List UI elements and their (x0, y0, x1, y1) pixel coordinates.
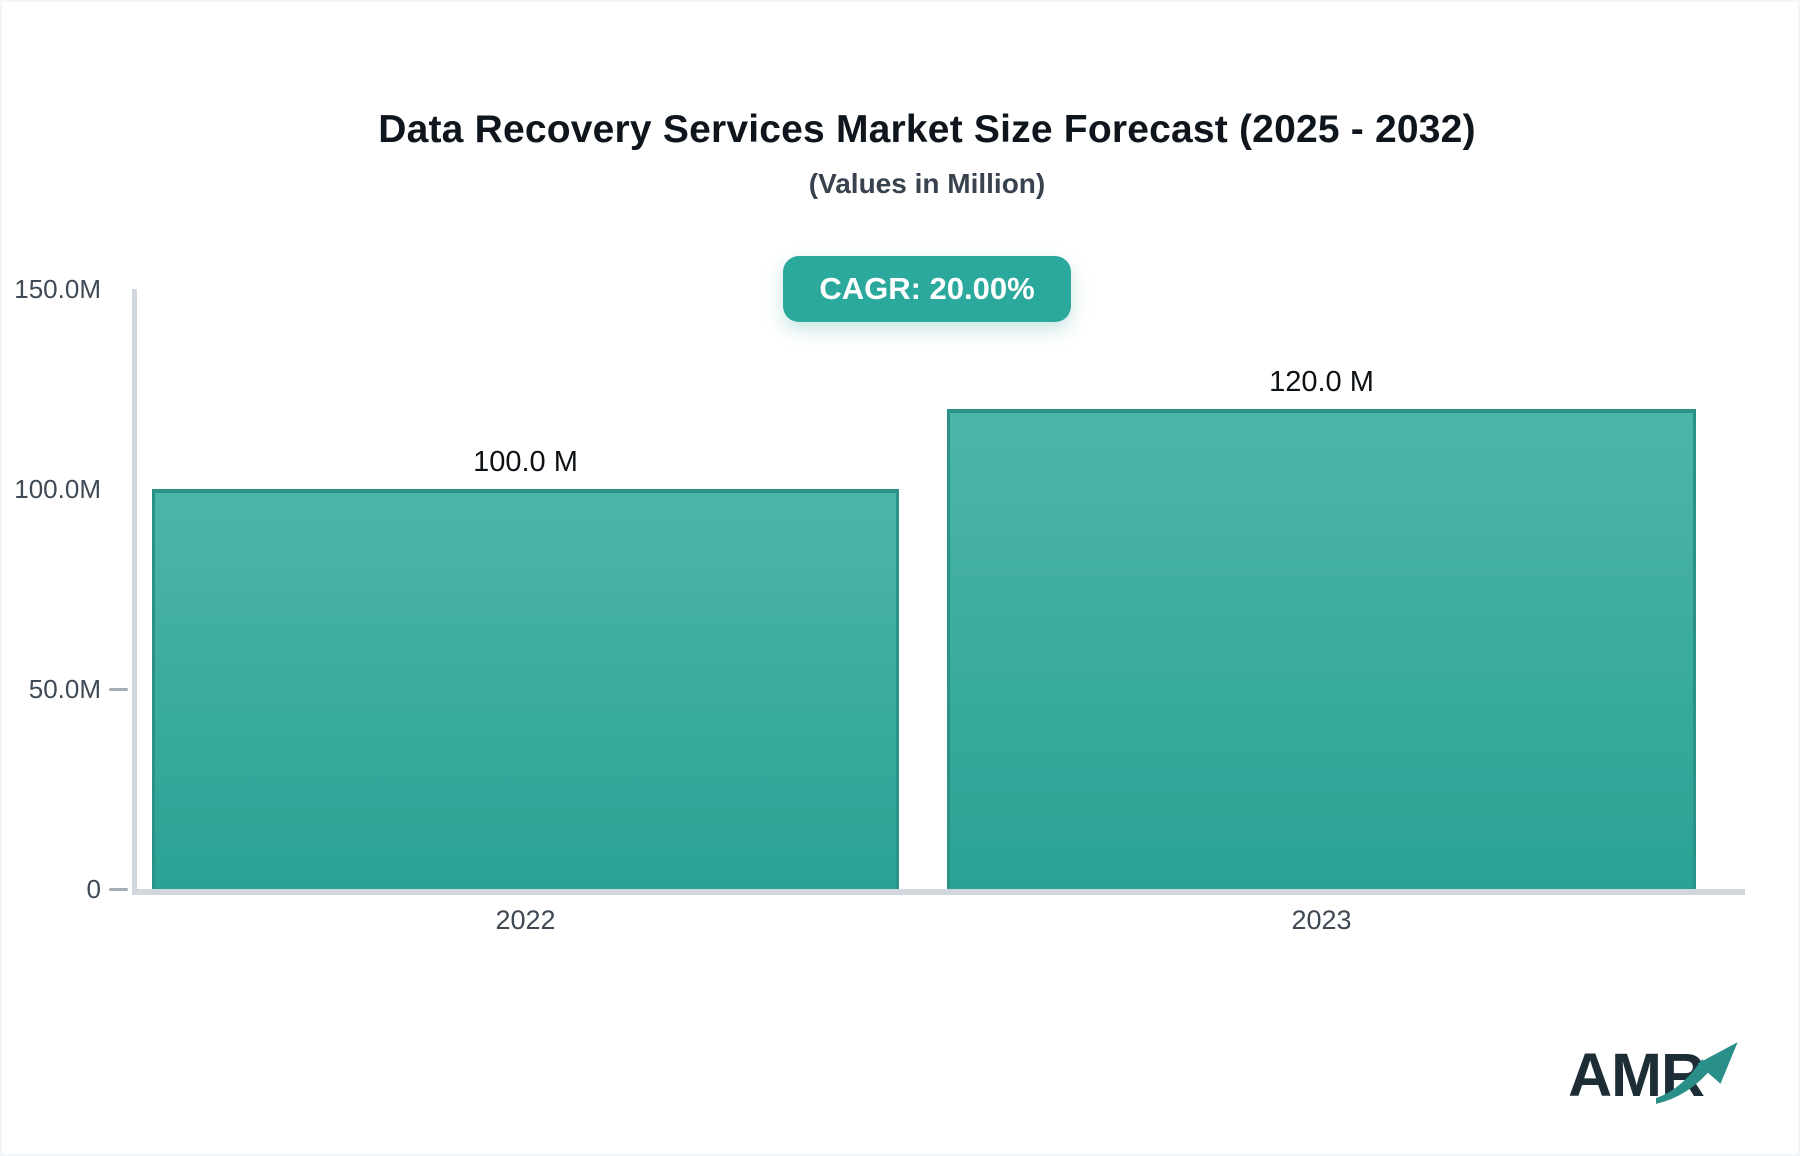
y-tick-dash-slot (101, 687, 128, 691)
bar-group-2022: 100.0 M (152, 446, 899, 889)
y-tick-dash-slot (101, 887, 128, 891)
chart-subtitle: (Values in Million) (808, 168, 1046, 199)
amr-logo-text: AMR (1568, 1041, 1705, 1109)
y-axis-tick-0: 0 (2, 872, 128, 906)
y-tick-dash (109, 687, 128, 691)
cagr-badge-wrap: CAGR: 20.00% (56, 256, 1798, 322)
chart-title: Data Recovery Services Market Size Forec… (378, 108, 1476, 151)
bar-2023 (947, 409, 1696, 889)
x-axis-label-2022: 2022 (495, 905, 556, 935)
y-axis: 150.0M 100.0M 50.0M 0 (2, 274, 132, 904)
growth-arrow-icon (1656, 1042, 1738, 1104)
chart-header: Data Recovery Services Market Size Forec… (56, 108, 1798, 200)
bar-value-label-2023: 120.0 M (1269, 366, 1374, 398)
y-tick-dash-slot (101, 288, 128, 291)
cagr-badge: CAGR: 20.00% (783, 256, 1071, 322)
plot-area: 100.0 M 120.0 M 2022 2023 (132, 289, 1745, 935)
y-tick-dash (109, 887, 128, 891)
y-tick-dash-slot (101, 488, 128, 491)
y-axis-tick-label: 100.0M (14, 474, 101, 504)
y-axis-line (132, 289, 137, 892)
x-axis-label-2023: 2023 (1291, 905, 1352, 935)
y-axis-tick-label: 50.0M (28, 674, 101, 704)
bar-group-2023: 120.0 M (947, 366, 1696, 889)
amr-logo: AMR (1568, 1040, 1738, 1110)
y-axis-tick-label: 150.0M (14, 274, 101, 304)
x-axis-line (132, 889, 1745, 895)
y-axis-tick-150: 150.0M (2, 272, 128, 306)
y-axis-tick-label: 0 (86, 874, 101, 904)
bar-2022 (152, 489, 899, 889)
y-axis-tick-100: 100.0M (2, 472, 128, 506)
bar-value-label-2022: 100.0 M (473, 446, 578, 478)
y-axis-tick-50: 50.0M (2, 672, 128, 706)
